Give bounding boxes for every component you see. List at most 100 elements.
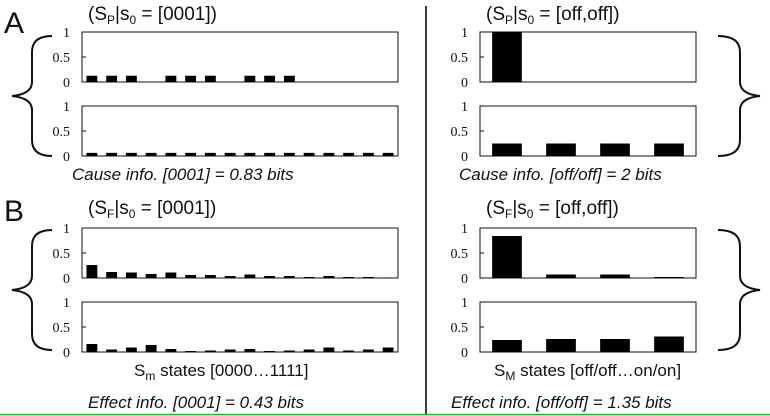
bar-a-right-top-off/off — [492, 32, 522, 82]
bar-b-left-bottom-1001 — [264, 351, 276, 352]
bar-b-left-top-1111 — [382, 277, 394, 278]
bar-b-left-top-0001 — [106, 272, 118, 278]
bar-b-right-top-off/off — [492, 236, 522, 278]
bracket-a-left — [11, 35, 53, 157]
y-tick-label: 1 — [461, 296, 468, 311]
bar-b-left-bottom-0011 — [145, 345, 157, 352]
bar-a-left-top-0001 — [106, 75, 118, 82]
bar-a-left-top-0101 — [185, 75, 197, 82]
bar-b-left-top-0111 — [224, 276, 236, 278]
bar-a-left-bottom-1101 — [343, 152, 355, 156]
bar-a-left-bottom-1000 — [244, 152, 256, 156]
x-axis-label-left: Sm states [0000…1111] — [134, 361, 308, 383]
bracket-b-left — [11, 229, 53, 351]
bar-b-left-bottom-1110 — [362, 349, 374, 352]
chart-a-right-top: 00.51 — [451, 26, 697, 91]
y-tick-label: 1 — [461, 100, 468, 115]
axes-a-left-top — [81, 31, 399, 83]
chart-b-left-top: 00.51 — [53, 222, 399, 287]
y-tick-label: 0 — [63, 272, 70, 287]
cause-info-caption-right: Cause info. [off/off] = 2 bits — [459, 165, 662, 184]
bar-b-left-bottom-1111 — [382, 347, 394, 352]
bar-a-left-top-1001 — [264, 75, 276, 82]
y-tick-label: 0.5 — [451, 247, 469, 262]
bar-b-left-bottom-1000 — [244, 349, 256, 352]
bar-b-left-top-0110 — [204, 275, 216, 278]
bar-a-left-bottom-0000 — [86, 152, 98, 156]
y-tick-label: 0 — [461, 346, 468, 361]
bar-a-left-bottom-1111 — [382, 152, 394, 156]
bar-a-right-bottom-on/off — [600, 143, 630, 156]
bar-a-right-bottom-off/off — [492, 143, 522, 156]
bar-a-left-bottom-1010 — [283, 152, 295, 156]
bar-a-left-bottom-1001 — [264, 152, 276, 156]
x-axis-label-right: SM states [off/off…on/on] — [494, 361, 681, 383]
bar-b-left-top-1011 — [303, 277, 315, 278]
y-tick-label: 0 — [461, 150, 468, 165]
y-tick-label: 0 — [461, 272, 468, 287]
chart-a-left-bottom: 00.51 — [53, 100, 399, 165]
y-tick-label: 0.5 — [53, 125, 71, 140]
chart-b-left-bottom: 00.51 — [53, 296, 399, 361]
axes-b-left-top — [81, 227, 399, 279]
axes-a-left-bottom — [81, 105, 399, 157]
chart-title-a-right: (SP|s0 = [off,off]) — [486, 4, 620, 27]
bar-b-left-top-0100 — [165, 272, 177, 278]
bar-b-left-top-1000 — [244, 274, 256, 278]
bar-b-left-bottom-0101 — [185, 351, 197, 352]
panel-b-letter: B — [4, 195, 24, 228]
y-tick-label: 0.5 — [53, 51, 71, 66]
bar-b-left-top-0010 — [125, 272, 137, 278]
bar-a-left-bottom-1011 — [303, 152, 315, 156]
y-tick-label: 0.5 — [53, 321, 71, 336]
y-tick-label: 1 — [63, 26, 70, 41]
bar-b-right-top-on/off — [600, 274, 630, 278]
y-tick-label: 1 — [461, 26, 468, 41]
bar-b-right-bottom-on/on — [654, 336, 684, 352]
chart-title-b-left: (SF|s0 = [0001]) — [88, 198, 216, 221]
chart-b-right-bottom: 00.51 — [451, 296, 697, 361]
bar-b-right-top-off/on — [546, 274, 576, 278]
bar-b-left-top-1100 — [323, 276, 335, 278]
y-tick-label: 0 — [461, 76, 468, 91]
bracket-a-right — [717, 35, 761, 157]
bar-b-left-bottom-1011 — [303, 349, 315, 352]
y-tick-label: 0 — [63, 76, 70, 91]
chart-title-a-left: (SP|s0 = [0001]) — [88, 4, 217, 27]
bar-a-left-top-1010 — [283, 75, 295, 82]
y-tick-label: 1 — [63, 222, 70, 237]
bar-b-right-top-on/on — [654, 277, 684, 278]
bar-b-left-bottom-0010 — [125, 347, 137, 352]
effect-info-caption-right: Effect info. [off/off] = 1.35 bits — [451, 393, 672, 412]
bar-a-left-top-0010 — [125, 75, 137, 82]
bar-a-left-top-1000 — [244, 75, 256, 82]
y-tick-label: 1 — [63, 296, 70, 311]
bar-b-left-bottom-0001 — [106, 349, 118, 352]
chart-a-right-bottom: 00.51 — [451, 100, 697, 165]
axes-b-left-bottom — [81, 301, 399, 353]
y-tick-label: 0.5 — [53, 247, 71, 262]
y-tick-label: 0.5 — [451, 125, 469, 140]
bar-a-left-bottom-1100 — [323, 152, 335, 156]
bar-b-left-top-1001 — [264, 276, 276, 278]
chart-title-b-right: (SF|s0 = [off,off]) — [486, 198, 619, 221]
y-tick-label: 0.5 — [451, 51, 469, 66]
bar-a-left-bottom-0011 — [145, 152, 157, 156]
chart-a-left-top: 00.51 — [53, 26, 399, 91]
bar-b-right-bottom-on/off — [600, 339, 630, 352]
cause-info-caption-left: Cause info. [0001] = 0.83 bits — [72, 165, 294, 184]
y-tick-label: 1 — [461, 222, 468, 237]
bar-b-left-bottom-0111 — [224, 349, 236, 352]
bar-a-left-bottom-0001 — [106, 152, 118, 156]
bar-b-left-top-1010 — [283, 276, 295, 278]
bar-a-left-top-0110 — [204, 75, 216, 82]
bar-a-right-bottom-off/on — [546, 143, 576, 156]
bar-a-left-bottom-0111 — [224, 152, 236, 156]
bar-b-right-bottom-off/on — [546, 339, 576, 352]
bar-a-left-bottom-0101 — [185, 152, 197, 156]
bar-a-left-bottom-1110 — [362, 152, 374, 156]
bar-b-left-top-0011 — [145, 274, 157, 278]
bar-b-left-top-0101 — [185, 275, 197, 278]
